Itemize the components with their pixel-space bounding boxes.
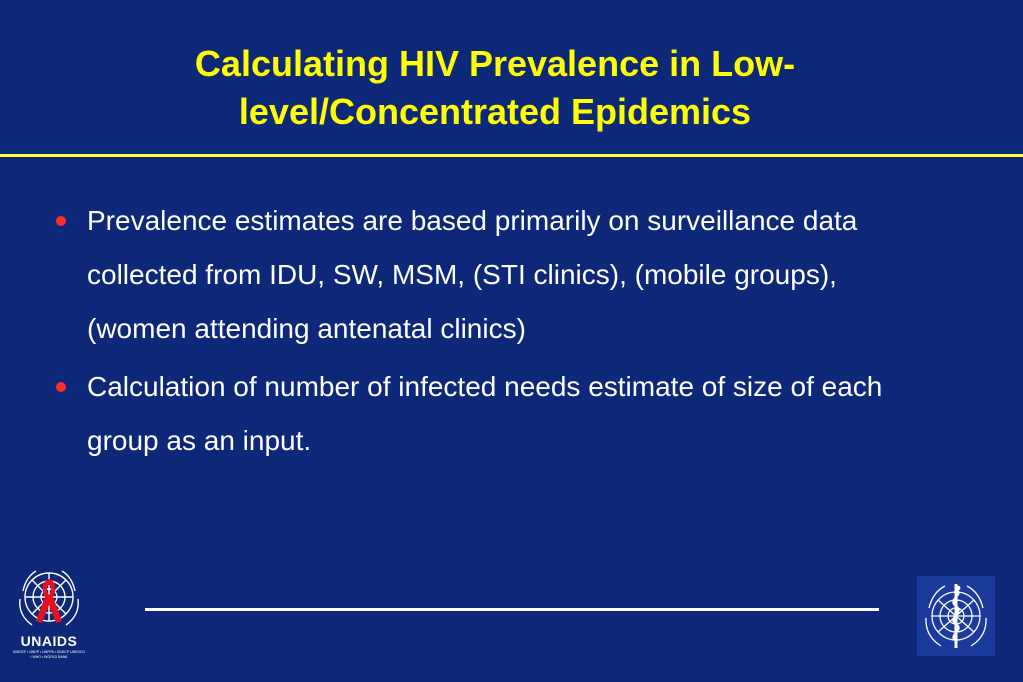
unaids-logo: UNAIDS UNICEF • UNDP • UNFPA • UNDCP UNE… [12, 565, 86, 661]
title-divider [0, 154, 1023, 157]
unaids-members-text: UNICEF • UNDP • UNFPA • UNDCP UNESCO • W… [12, 650, 86, 659]
bullet-item: Calculation of number of infected needs … [52, 360, 932, 468]
bullet-text: Calculation of number of infected needs … [87, 371, 883, 456]
bullet-list: Prevalence estimates are based primarily… [52, 194, 932, 472]
who-emblem-icon [925, 584, 987, 648]
unaids-wordmark: UNAIDS [20, 633, 78, 649]
bullet-dot-icon [56, 216, 66, 226]
un-emblem-ribbon-icon [19, 570, 79, 626]
footer-divider [145, 608, 879, 611]
bullet-dot-icon [56, 382, 66, 392]
slide-title: Calculating HIV Prevalence in Low-level/… [194, 43, 796, 132]
bullet-item: Prevalence estimates are based primarily… [52, 194, 932, 356]
who-logo [917, 576, 995, 656]
bullet-text: Prevalence estimates are based primarily… [87, 205, 858, 344]
